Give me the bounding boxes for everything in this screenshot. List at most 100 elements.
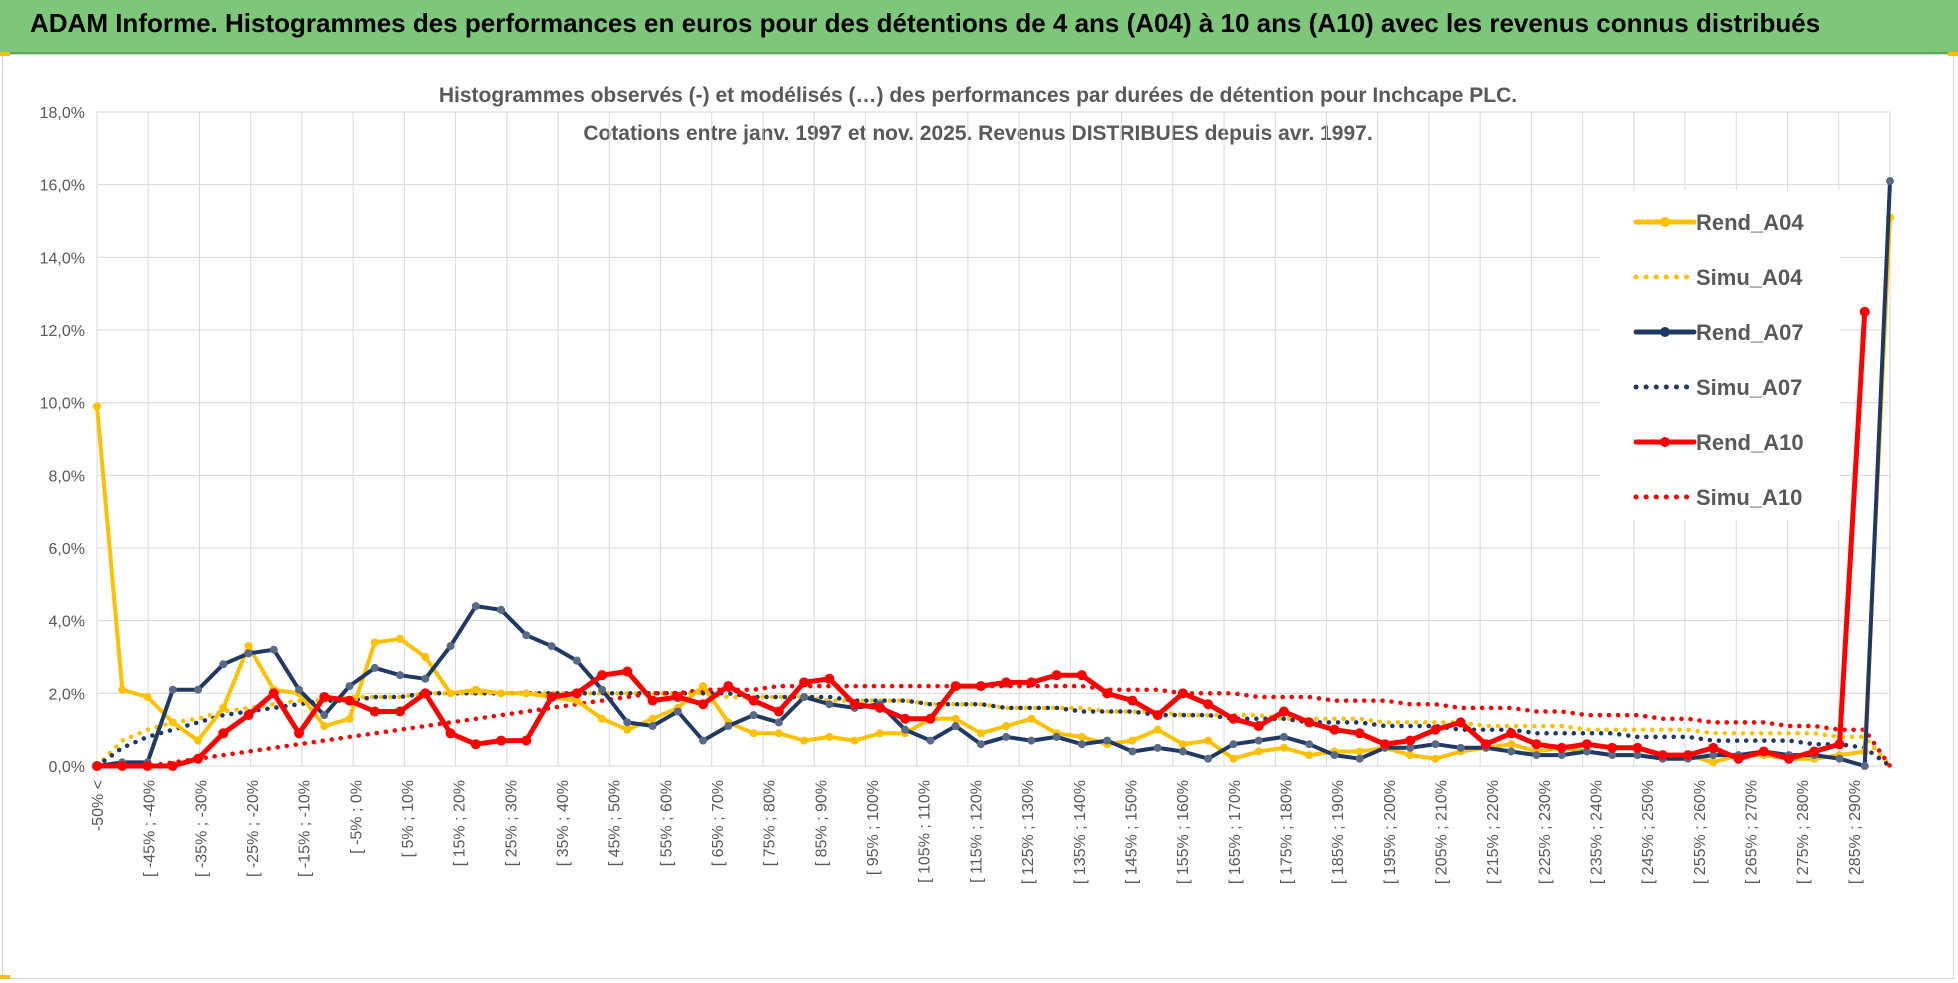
data-point-rend_a10 [824, 673, 835, 684]
data-point-rend_a04 [1355, 747, 1364, 756]
data-point-rend_a04 [623, 725, 632, 734]
legend-label-rend_a07: Rend_A07 [1696, 320, 1804, 345]
data-point-rend_a07 [1608, 751, 1617, 760]
data-point-rend_a10 [1001, 677, 1012, 688]
x-tick-label: [ 25% ; 30% [503, 780, 520, 866]
data-point-rend_a07 [1103, 736, 1112, 745]
data-point-rend_a04 [774, 729, 783, 738]
data-point-rend_a10 [1405, 735, 1416, 746]
x-tick-label: [ 235% ; 240% [1588, 780, 1605, 884]
data-point-rend_a04 [219, 703, 228, 712]
x-tick-label: [ 65% ; 70% [710, 780, 727, 866]
data-point-rend_a04 [850, 736, 859, 745]
data-point-rend_a10 [950, 681, 961, 692]
data-point-rend_a10 [1177, 688, 1188, 699]
data-point-rend_a04 [320, 722, 329, 731]
x-tick-label: [ 215% ; 220% [1485, 780, 1502, 884]
legend-label-simu_a07: Simu_A07 [1696, 375, 1802, 400]
chart-frame [2, 54, 1954, 979]
data-point-rend_a10 [723, 681, 734, 692]
data-point-rend_a07 [572, 656, 581, 665]
x-tick-label: [ -25% ; -20% [245, 780, 262, 877]
data-point-rend_a10 [1430, 724, 1441, 735]
data-point-rend_a07 [699, 736, 708, 745]
data-point-rend_a10 [1506, 728, 1517, 739]
data-point-rend_a10 [748, 695, 759, 706]
series-line-rend_a07 [95, 179, 1892, 768]
data-point-rend_a04 [1077, 732, 1086, 741]
data-point-rend_a10 [117, 761, 128, 771]
x-tick-label: [ -5% ; 0% [348, 780, 365, 854]
data-point-rend_a10 [975, 681, 986, 692]
y-tick-label: 8,0% [49, 468, 85, 485]
x-tick-label: [ -15% ; -10% [297, 780, 314, 877]
data-point-rend_a07 [446, 642, 455, 651]
y-tick-label: 2,0% [49, 686, 85, 703]
data-point-rend_a10 [1581, 739, 1592, 750]
data-point-rend_a04 [598, 714, 607, 723]
x-tick-label: [ 225% ; 230% [1537, 780, 1554, 884]
data-point-rend_a04 [118, 685, 127, 694]
data-point-rend_a10 [1783, 753, 1794, 764]
x-tick-label: [ 95% ; 100% [865, 780, 882, 875]
data-point-rend_a10 [294, 728, 305, 739]
data-point-rend_a04 [1128, 736, 1137, 745]
data-point-rend_a10 [496, 735, 507, 746]
y-tick-label: 10,0% [40, 396, 85, 413]
data-point-rend_a07 [345, 682, 354, 691]
data-point-rend_a10 [1834, 739, 1845, 750]
data-point-rend_a04 [1254, 747, 1263, 756]
x-tick-label: [ 85% ; 90% [813, 780, 830, 866]
legend-marker-rend_a04 [1660, 217, 1670, 227]
data-point-rend_a04 [345, 714, 354, 723]
legend-box [1600, 190, 1840, 520]
data-point-rend_a07 [800, 692, 809, 701]
legend-marker-rend_a07 [1660, 327, 1670, 337]
x-tick-label: -50% < [90, 780, 107, 831]
x-axis-ticks: -50% < [ -45% ; -40% [ -35% ; -30% [ -25% ;… [90, 780, 1864, 884]
corner-accent-bottom-left [0, 975, 10, 979]
x-tick-label: [ 285% ; 290% [1847, 780, 1864, 884]
data-point-rend_a07 [194, 685, 203, 694]
data-point-rend_a07 [219, 660, 228, 669]
data-point-rend_a04 [1153, 725, 1162, 734]
data-point-rend_a07 [623, 718, 632, 727]
legend-label-rend_a10: Rend_A10 [1696, 430, 1804, 455]
data-point-rend_a04 [648, 714, 657, 723]
x-tick-label: [ 135% ; 140% [1072, 780, 1089, 884]
data-point-rend_a10 [571, 688, 582, 699]
data-point-rend_a10 [1329, 724, 1340, 735]
y-tick-label: 14,0% [40, 250, 85, 267]
data-point-rend_a07 [396, 671, 405, 680]
data-point-rend_a04 [421, 653, 430, 661]
data-point-rend_a10 [1026, 677, 1037, 688]
data-point-rend_a10 [1480, 739, 1491, 750]
data-point-rend_a10 [268, 688, 279, 699]
data-point-rend_a07 [1709, 751, 1718, 760]
series-layer [92, 177, 1894, 771]
data-point-rend_a07 [1835, 754, 1844, 763]
x-tick-label: [ 75% ; 80% [762, 780, 779, 866]
data-point-rend_a10 [1278, 706, 1289, 717]
y-tick-label: 0,0% [49, 759, 85, 776]
y-tick-label: 4,0% [49, 614, 85, 631]
data-point-rend_a04 [1002, 722, 1011, 731]
data-point-rend_a04 [522, 689, 531, 698]
data-point-rend_a10 [773, 706, 784, 717]
x-tick-label: [ 255% ; 260% [1692, 780, 1709, 884]
y-tick-label: 12,0% [40, 323, 85, 340]
data-point-rend_a04 [875, 729, 884, 738]
data-point-rend_a10 [925, 713, 936, 724]
chart-title: Histogrammes observés (-) et modélisés (… [439, 84, 1517, 107]
legend-label-simu_a04: Simu_A04 [1696, 265, 1803, 290]
data-point-rend_a10 [167, 761, 178, 771]
data-point-rend_a10 [1708, 742, 1719, 753]
x-tick-label: [ 165% ; 170% [1227, 780, 1244, 884]
y-axis-ticks: 0,0% 2,0% 4,0% 6,0% 8,0% 10,0% 12,0% 14,0% 16,0%… [40, 105, 85, 776]
data-point-rend_a10 [445, 728, 456, 739]
data-point-rend_a04 [1709, 758, 1718, 767]
data-point-rend_a07 [1153, 743, 1162, 752]
data-point-rend_a10 [1733, 753, 1744, 764]
legend-label-simu_a10: Simu_A10 [1696, 485, 1802, 510]
